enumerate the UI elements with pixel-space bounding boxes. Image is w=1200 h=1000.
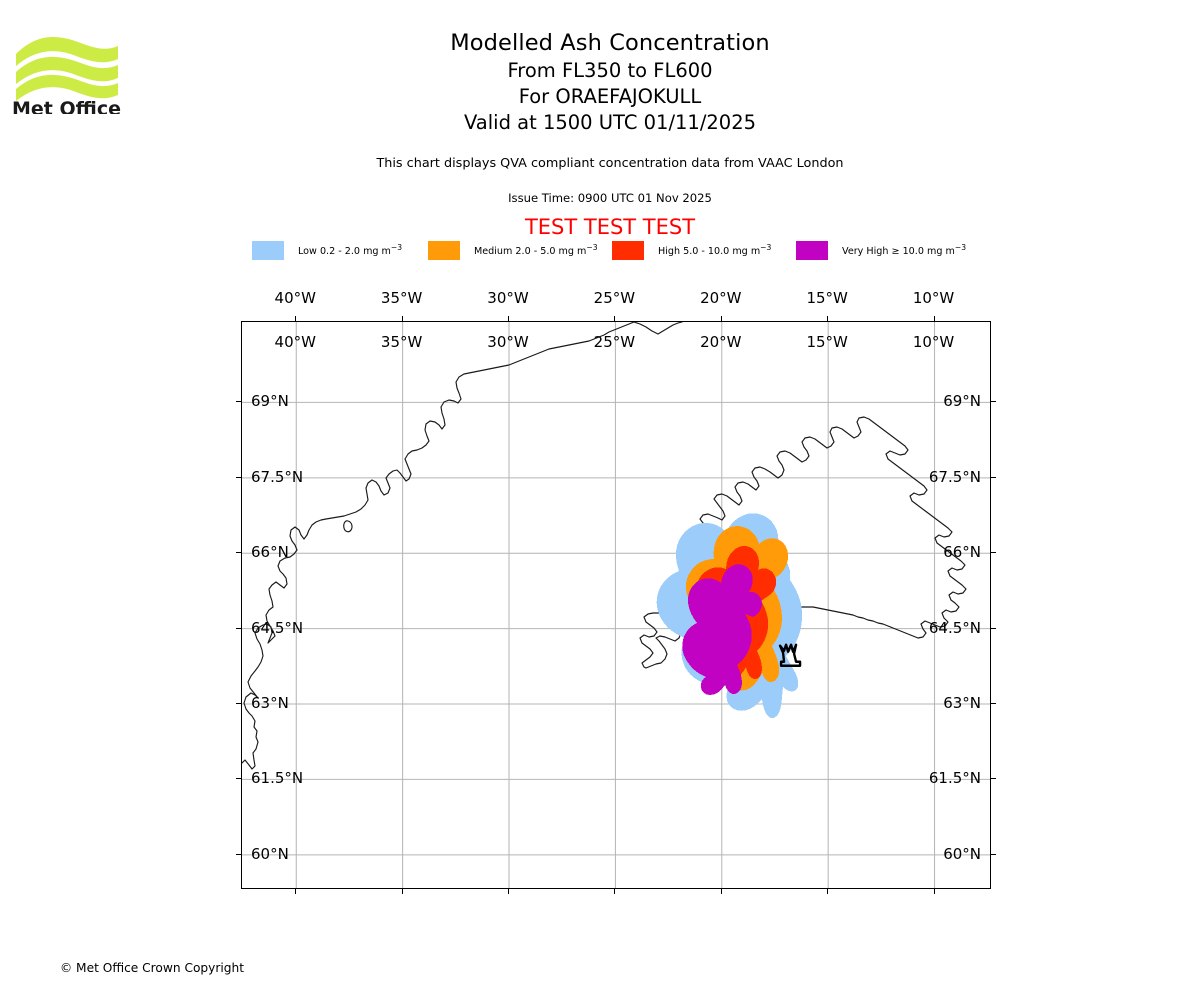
legend-exponent: −3 [586,242,598,252]
legend-swatch [612,240,644,260]
axis-label-lon-top: 25°W [593,289,636,307]
volcano-marker-icon [778,643,802,667]
legend-item-high: High 5.0 - 10.0 mg m−3 [612,238,771,262]
volcano-symbol [778,643,802,667]
page-title: Modelled Ash Concentration [450,30,770,56]
axis-label-lat-left: 64.5°N [928,618,981,637]
met-office-logo: Met Office [8,18,188,114]
axis-tick-right [991,476,996,478]
axis-label-lat-right: 61.5°N [251,769,304,788]
axis-tick-left [236,476,241,478]
legend-item-very: Very High ≥ 10.0 mg m−3 [796,238,966,262]
axis-tick-right [991,703,996,705]
copyright-footer: © Met Office Crown Copyright [60,961,245,975]
axis-tick-left [236,703,241,705]
axis-label-lon-bottom: 30°W [487,333,529,351]
legend-item-low: Low 0.2 - 2.0 mg m−3 [252,238,402,262]
axis-label-lon-bottom: 15°W [806,333,848,351]
axis-tick-bottom [401,889,403,894]
legend-exponent: −3 [760,242,772,252]
legend-swatch [796,240,828,260]
map-frame [241,321,991,889]
axis-label-lat-left: 61.5°N [928,769,981,788]
axis-tick-left [236,627,241,629]
axis-label-lon-top: 40°W [274,289,316,307]
map-plot: 40°W 40°W 35°W 35°W 30°W 30°W 25°W 25°W 20°W 20°W… [236,289,996,894]
axis-label-lat-left: 60°N [943,844,981,863]
axis-tick-left [236,853,241,855]
axis-label-lon-top: 20°W [700,289,742,307]
axis-label-lon-top: 30°W [487,289,529,307]
axis-tick-top [508,316,510,321]
axis-label-lat-right: 67.5°N [251,467,304,486]
page-title-block: Modelled Ash Concentration From FL350 to… [300,28,920,136]
axis-label-lat-left: 66°N [943,543,981,562]
coastline-greenland [242,322,635,770]
legend-label: Very High ≥ 10.0 mg m−3 [842,242,967,258]
axis-tick-top [827,316,829,321]
logo-waves [16,37,118,101]
axis-tick-left [236,401,241,403]
axis-label-lon-top: 35°W [380,289,423,307]
axis-label-lon-bottom: 35°W [380,333,423,351]
axis-tick-bottom [614,889,616,894]
issue-time: Issue Time: 0900 UTC 01 Nov 2025 [508,191,712,205]
axis-tick-right [991,401,996,403]
axis-label-lat-right: 66°N [251,543,289,562]
axis-tick-top [933,316,935,321]
axis-tick-left [236,778,241,780]
ash-contour-very-high [682,564,763,695]
axis-label-lon-bottom: 25°W [593,333,636,351]
axis-tick-bottom [295,889,297,894]
legend-label: Low 0.2 - 2.0 mg m−3 [298,242,403,258]
map-canvas [242,322,990,888]
legend-label: High 5.0 - 10.0 mg m−3 [658,242,772,258]
axis-tick-bottom [933,889,935,894]
legend-swatch [428,240,460,260]
legend-label: Medium 2.0 - 5.0 mg m−3 [474,242,598,258]
axis-label-lon-bottom: 40°W [274,333,316,351]
axis-label-lat-right: 63°N [251,694,289,713]
axis-label-lat-right: 64.5°N [251,618,304,637]
test-watermark: TEST TEST TEST [524,215,696,239]
axis-tick-left [236,552,241,554]
legend-item-medium: Medium 2.0 - 5.0 mg m−3 [428,238,598,262]
ash-plume-contours [656,513,803,719]
axis-tick-bottom [720,889,722,894]
axis-label-lat-left: 69°N [943,392,981,411]
axis-tick-top [614,316,616,321]
axis-tick-right [991,552,996,554]
axis-label-lat-right: 60°N [251,844,289,863]
coastline-greenland-island-1 [343,520,353,533]
axis-tick-right [991,853,996,855]
axis-tick-right [991,778,996,780]
flight-level-range: From FL350 to FL600 [507,59,713,82]
axis-label-lat-left: 67.5°N [928,467,981,486]
legend-exponent: −3 [390,242,403,252]
concentration-legend: Low 0.2 - 2.0 mg m−3 Medium 2.0 - 5.0 mg … [240,238,1000,262]
legend-exponent: −3 [954,242,967,252]
legend-swatch [252,240,284,260]
axis-label-lon-bottom: 20°W [700,333,742,351]
axis-label-lat-right: 69°N [251,392,289,411]
logo-graphic: Met Office [12,37,121,114]
axis-label-lon-top: 10°W [912,289,955,307]
chart-subtitle: This chart displays QVA compliant concen… [376,156,844,171]
coastline-greenland-north-tip [633,322,683,335]
logo-wordmark: Met Office [12,98,121,114]
axis-tick-top [401,316,403,321]
axis-label-lon-top: 15°W [806,289,848,307]
axis-label-lon-bottom: 10°W [912,333,955,351]
axis-tick-top [295,316,297,321]
map-gridlines [242,322,990,888]
axis-tick-bottom [827,889,829,894]
axis-tick-bottom [508,889,510,894]
axis-label-lat-left: 63°N [943,694,981,713]
valid-time-line: Valid at 1500 UTC 01/11/2025 [463,111,757,134]
volcano-name-line: For ORAEFAJOKULL [518,85,702,108]
axis-tick-right [991,627,996,629]
axis-tick-top [720,316,722,321]
